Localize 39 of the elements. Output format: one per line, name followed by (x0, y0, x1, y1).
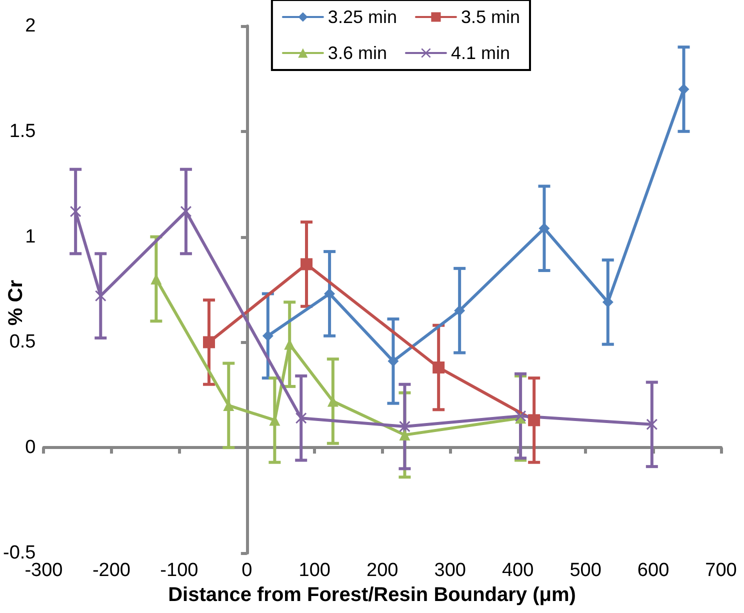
point (515, 410, 526, 422)
point (399, 429, 410, 440)
legend-label: 4.1 min (450, 43, 510, 63)
y-tick-label: 1.5 (9, 120, 36, 142)
x-tick-label: 0 (242, 560, 252, 581)
x-tick-label: 600 (637, 560, 670, 581)
x-axis-title: Distance from Forest/Resin Boundary (μm) (168, 584, 576, 606)
point (646, 418, 658, 430)
point (262, 330, 274, 342)
point (300, 258, 313, 270)
legend-label: 3.5 min (460, 7, 520, 27)
point (399, 421, 410, 432)
point (678, 84, 690, 95)
x-tick-label: 400 (502, 560, 534, 581)
point (95, 290, 106, 302)
point (324, 288, 336, 300)
x-tick-label: 100 (298, 560, 330, 581)
x-tick-label: -100 (160, 560, 198, 581)
y-tick-label: 2 (25, 16, 36, 36)
y-tick-label: 0.5 (9, 332, 36, 353)
x-tick-label: -200 (92, 560, 130, 581)
x-tick-label: 700 (705, 560, 737, 581)
point (538, 222, 550, 234)
point (388, 356, 399, 367)
point (454, 305, 466, 316)
point (70, 206, 82, 218)
point (296, 412, 307, 424)
x-tick-label: 200 (366, 560, 398, 581)
x-tick-label: 300 (434, 560, 466, 581)
point (528, 414, 540, 426)
y-axis-title: % Cr (5, 280, 27, 326)
point (180, 206, 192, 218)
y-tick-label: 0 (25, 437, 36, 458)
point (202, 336, 215, 348)
legend-label: 3.25 min (328, 7, 397, 27)
x-tick-label: 500 (570, 560, 602, 581)
point (432, 361, 445, 374)
y-tick-label: 1 (25, 226, 36, 248)
legend-label: 3.6 min (328, 43, 387, 63)
